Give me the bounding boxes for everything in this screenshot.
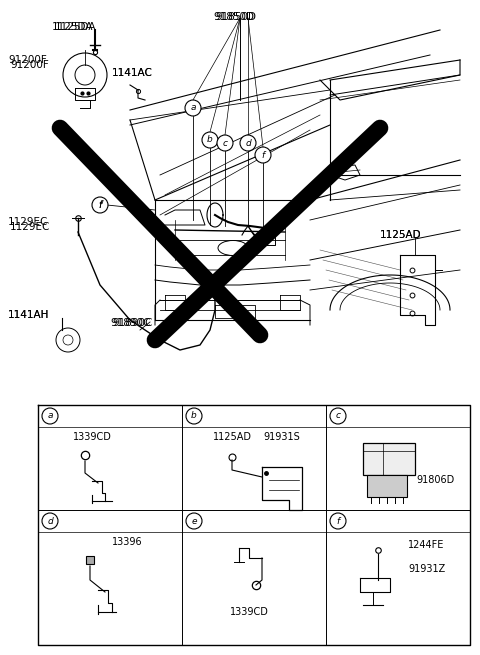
Text: f: f <box>336 517 339 525</box>
Text: f: f <box>262 151 264 160</box>
Text: 91806D: 91806D <box>416 475 454 485</box>
Text: f: f <box>98 200 102 210</box>
Circle shape <box>75 65 95 85</box>
Text: 1339CD: 1339CD <box>72 432 111 442</box>
Text: 91931Z: 91931Z <box>408 564 445 574</box>
Text: f: f <box>98 200 102 210</box>
Circle shape <box>42 408 58 424</box>
Text: b: b <box>191 411 197 421</box>
Text: b: b <box>207 136 213 145</box>
Text: 91200F: 91200F <box>8 55 47 65</box>
Circle shape <box>92 197 108 213</box>
Text: c: c <box>223 138 228 147</box>
Circle shape <box>186 513 202 529</box>
Ellipse shape <box>218 240 248 255</box>
Circle shape <box>240 135 256 151</box>
Text: 1125AD: 1125AD <box>213 432 252 442</box>
Circle shape <box>63 335 73 345</box>
Text: 1129EC: 1129EC <box>8 217 48 227</box>
Text: 13396: 13396 <box>112 537 143 547</box>
Circle shape <box>56 328 80 352</box>
Circle shape <box>330 513 346 529</box>
Text: 1141AH: 1141AH <box>8 310 49 320</box>
Text: 1125DA: 1125DA <box>55 22 96 32</box>
Text: d: d <box>47 517 53 525</box>
Text: 1141AH: 1141AH <box>8 310 49 320</box>
Text: a: a <box>47 411 53 421</box>
Circle shape <box>217 135 233 151</box>
Text: 91931S: 91931S <box>264 432 300 442</box>
Text: 91850D: 91850D <box>213 12 254 22</box>
Text: 1125AD: 1125AD <box>380 230 421 240</box>
Text: 1129EC: 1129EC <box>10 222 50 232</box>
Text: 1141AC: 1141AC <box>112 68 153 78</box>
Circle shape <box>42 513 58 529</box>
Circle shape <box>186 408 202 424</box>
Text: 1339CD: 1339CD <box>229 607 268 617</box>
Circle shape <box>185 100 201 116</box>
Circle shape <box>202 132 218 148</box>
Text: 1125AD: 1125AD <box>380 230 421 240</box>
Circle shape <box>330 408 346 424</box>
Text: 1141AC: 1141AC <box>112 68 153 78</box>
Text: 91850D: 91850D <box>215 12 256 22</box>
Circle shape <box>63 53 107 97</box>
Text: 1244FE: 1244FE <box>408 540 444 550</box>
Circle shape <box>255 147 271 163</box>
Text: 91890C: 91890C <box>110 318 150 328</box>
Text: c: c <box>336 411 340 421</box>
Bar <box>367 475 407 497</box>
Text: e: e <box>191 517 197 525</box>
Text: a: a <box>190 103 196 113</box>
Text: 91200F: 91200F <box>10 60 49 70</box>
Text: 91890C: 91890C <box>112 318 152 328</box>
Text: d: d <box>245 138 251 147</box>
Circle shape <box>93 198 107 212</box>
Text: 1125DA: 1125DA <box>52 22 94 32</box>
Bar <box>363 443 415 475</box>
